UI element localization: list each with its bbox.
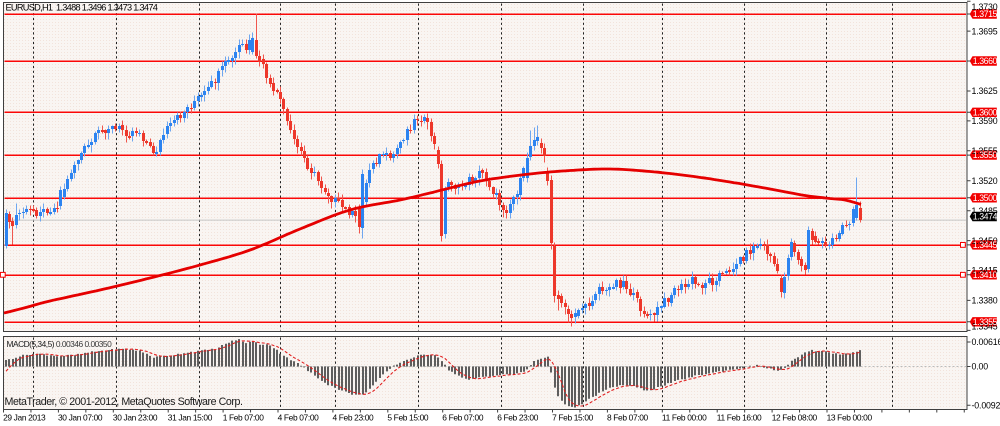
svg-text:0.00616: 0.00616	[972, 337, 1000, 347]
svg-text:1.3730: 1.3730	[972, 2, 998, 12]
svg-text:31 Jan 15:00: 31 Jan 15:00	[168, 413, 213, 423]
svg-text:1.3380: 1.3380	[972, 296, 998, 306]
svg-text:MACD(5,34,5) 0.00346 0.00350: MACD(5,34,5) 0.00346 0.00350	[7, 339, 113, 349]
svg-text:11 Feb 16:00: 11 Feb 16:00	[717, 413, 762, 423]
svg-text:8 Feb 07:00: 8 Feb 07:00	[607, 413, 649, 423]
svg-text:1.3550: 1.3550	[973, 150, 998, 160]
svg-text:1.3695: 1.3695	[972, 26, 998, 36]
svg-text:6 Feb 23:00: 6 Feb 23:00	[497, 413, 539, 423]
svg-text:1.3474: 1.3474	[973, 212, 998, 222]
svg-text:30 Jan 23:00: 30 Jan 23:00	[113, 413, 158, 423]
svg-text:12 Feb 08:00: 12 Feb 08:00	[772, 413, 818, 423]
svg-text:1.3445: 1.3445	[973, 240, 998, 250]
svg-text:1.3625: 1.3625	[972, 86, 998, 96]
svg-text:1.3660: 1.3660	[973, 56, 998, 66]
svg-text:1.3485: 1.3485	[972, 206, 998, 216]
svg-text:30 Jan 07:00: 30 Jan 07:00	[58, 413, 103, 423]
svg-text:1.3520: 1.3520	[972, 176, 998, 186]
svg-text:13 Feb 00:00: 13 Feb 00:00	[827, 413, 873, 423]
svg-text:7 Feb 15:00: 7 Feb 15:00	[552, 413, 594, 423]
svg-text:1.3450: 1.3450	[972, 236, 998, 246]
svg-text:1.3410: 1.3410	[973, 270, 998, 280]
svg-text:0.00: 0.00	[972, 362, 989, 372]
svg-text:4 Feb 07:00: 4 Feb 07:00	[278, 413, 320, 423]
svg-text:1.3345: 1.3345	[972, 322, 998, 332]
svg-text:1.3555: 1.3555	[972, 146, 998, 156]
svg-text:29 Jan 2013: 29 Jan 2013	[3, 413, 46, 423]
svg-text:MetaTrader, © 2001-2012, MetaQ: MetaTrader, © 2001-2012, MetaQuotes Soft…	[5, 396, 243, 408]
svg-text:1.3500: 1.3500	[973, 193, 998, 203]
svg-text:11 Feb 00:00: 11 Feb 00:00	[662, 413, 707, 423]
svg-text:EURUSD,H1 1.3488 1.3496 1.347: EURUSD,H1 1.3488 1.3496 1.3473 1.3474	[6, 3, 158, 13]
svg-text:1.3355: 1.3355	[973, 317, 998, 327]
svg-text:1 Feb 07:00: 1 Feb 07:00	[223, 413, 265, 423]
svg-text:1.3415: 1.3415	[972, 266, 998, 276]
svg-text:-0.00928: -0.00928	[972, 400, 1000, 410]
svg-text:1.3715: 1.3715	[973, 9, 998, 19]
svg-text:5 Feb 15:00: 5 Feb 15:00	[387, 413, 429, 423]
svg-text:1.3600: 1.3600	[973, 107, 998, 117]
svg-text:6 Feb 07:00: 6 Feb 07:00	[442, 413, 484, 423]
svg-text:1.3590: 1.3590	[972, 116, 998, 126]
svg-text:4 Feb 23:00: 4 Feb 23:00	[333, 413, 375, 423]
